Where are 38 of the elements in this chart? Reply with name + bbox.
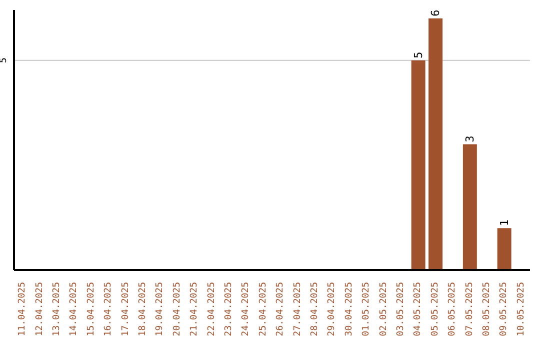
x-tick-label: 17.04.2025 (120, 282, 131, 336)
x-tick-label: 06.05.2025 (448, 282, 458, 336)
x-tick-label: 30.04.2025 (344, 282, 354, 336)
x-tick-label: 27.04.2025 (292, 282, 303, 336)
bar (428, 18, 443, 270)
data-label: 6 (429, 10, 442, 16)
x-tick-label: 19.04.2025 (155, 282, 166, 336)
x-tick-label: 16.04.2025 (104, 282, 114, 336)
x-tick-label: 29.04.2025 (327, 282, 338, 336)
x-tick-label: 20.04.2025 (172, 282, 182, 336)
x-tick-label: 13.04.2025 (52, 282, 62, 336)
x-tick-label: 14.04.2025 (69, 282, 80, 336)
x-tick-label: 15.04.2025 (86, 282, 96, 336)
x-tick-label: 24.04.2025 (241, 282, 252, 336)
x-tick-label: 21.04.2025 (190, 282, 200, 336)
bar (462, 144, 477, 270)
x-tick-label: 07.05.2025 (464, 282, 475, 336)
x-tick-label: 28.04.2025 (310, 282, 320, 336)
data-label: 3 (463, 136, 476, 142)
bar (411, 60, 426, 270)
bar (497, 228, 512, 270)
x-tick-label: 03.05.2025 (396, 282, 406, 336)
x-tick-label: 09.05.2025 (499, 282, 510, 336)
x-tick-label: 25.04.2025 (258, 282, 268, 336)
x-tick-label: 12.04.2025 (34, 282, 45, 336)
x-tick-label: 02.05.2025 (378, 282, 389, 336)
x-tick-label: 08.05.2025 (482, 282, 492, 336)
x-tick-label: 10.05.2025 (516, 282, 526, 336)
data-label: 5 (412, 52, 425, 58)
data-label: 1 (498, 219, 511, 226)
x-tick-label: 05.05.2025 (430, 282, 440, 336)
x-tick-label: 11.04.2025 (18, 282, 28, 336)
x-tick-label: 22.04.2025 (206, 282, 217, 336)
x-tick-label: 01.05.2025 (362, 282, 372, 336)
x-tick-label: 26.04.2025 (276, 282, 286, 336)
x-tick-label: 23.04.2025 (224, 282, 234, 336)
x-tick-label: 18.04.2025 (138, 282, 148, 336)
x-tick-label: 04.05.2025 (413, 282, 424, 336)
